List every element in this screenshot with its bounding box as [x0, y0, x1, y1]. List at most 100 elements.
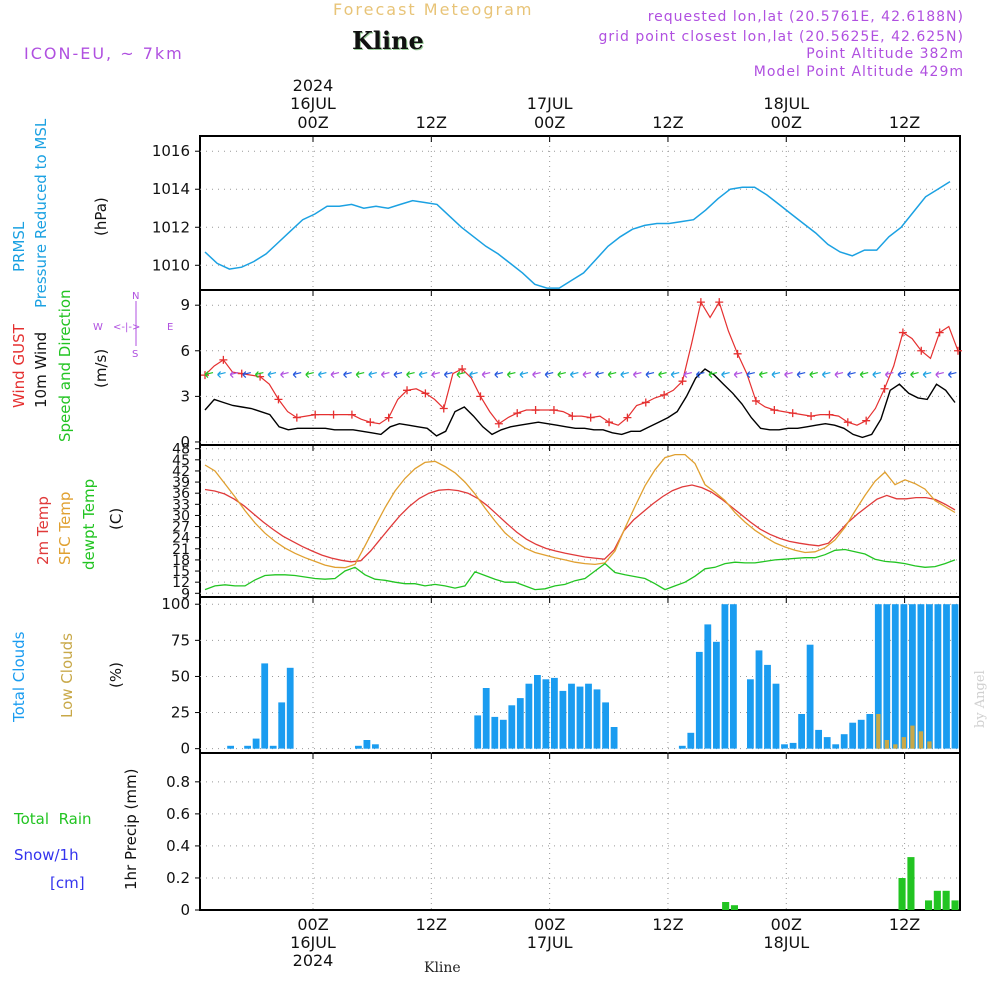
total-clouds-bar — [874, 604, 882, 749]
total-clouds-bar — [832, 744, 840, 749]
bottom-date-label: 17JUL — [527, 933, 573, 952]
bottom-year-label: 2024 — [293, 951, 334, 970]
compass-n: N — [132, 291, 139, 302]
rain-bar — [907, 857, 915, 910]
y-tick-label: 1014 — [152, 180, 190, 198]
gust-marker — [898, 328, 907, 337]
rain-label: Total Rain — [13, 810, 92, 828]
bottom-time-label: 00Z — [297, 915, 328, 934]
gust-marker — [586, 413, 595, 422]
gust-marker — [605, 418, 614, 427]
wind-direction-arrow — [481, 371, 491, 379]
y-tick-label: 3 — [180, 387, 190, 405]
wind-direction-arrow — [368, 371, 377, 379]
compass-w: W — [93, 322, 103, 333]
wind-direction-arrow — [607, 371, 617, 379]
gust-marker — [751, 396, 760, 405]
bottom-time-label: 12Z — [416, 915, 447, 934]
panel-frame-0 — [199, 135, 961, 291]
top-date-label: 18JUL — [763, 94, 809, 113]
wind-direction-arrow — [721, 371, 730, 379]
total-clouds-bar — [951, 604, 959, 749]
gust-marker — [439, 404, 448, 413]
wind-direction-arrow — [456, 371, 466, 379]
y-tick-label: 50 — [171, 667, 190, 685]
wind-direction-arrow — [746, 371, 755, 379]
y-tick-label: 36 — [172, 486, 190, 502]
total-clouds-bar — [695, 651, 703, 749]
wind-direction-arrow — [506, 371, 516, 379]
wind-direction-arrow — [469, 371, 478, 379]
wind-direction-arrow — [784, 371, 793, 379]
wind-direction-arrow — [821, 371, 831, 379]
rain-bar — [933, 890, 941, 910]
y-tick-label: 12 — [172, 575, 190, 591]
compass-arrows: <-|-> — [113, 322, 140, 333]
low-clouds-bar — [901, 737, 906, 749]
total-clouds-bar — [704, 624, 712, 749]
total-clouds-bar — [866, 714, 874, 749]
wind-direction-arrow — [317, 371, 327, 379]
low-clouds-label: Low Clouds — [58, 633, 76, 718]
total-clouds-bar — [508, 705, 516, 749]
y-tick-label: 30 — [172, 508, 190, 524]
total-clouds-bar — [721, 604, 729, 749]
total-clouds-bar — [764, 664, 771, 749]
gust-marker — [476, 392, 485, 401]
wind-direction-arrow — [695, 371, 705, 379]
gust-label: Wind GUST — [10, 323, 28, 408]
bottom-time-label: 12Z — [652, 915, 683, 934]
wind-direction-arrow — [796, 371, 806, 379]
y-tick-label: 33 — [172, 497, 190, 513]
top-time-label: 12Z — [416, 113, 447, 132]
total-clouds-bar — [823, 737, 831, 749]
wind-direction-arrow — [569, 371, 579, 379]
y-tick-label: 0.4 — [166, 837, 190, 855]
dew-label: dewpt Temp — [80, 479, 98, 570]
total-clouds-bar — [857, 719, 865, 749]
wind-direction-arrow — [834, 371, 844, 379]
total-clouds-bar — [474, 715, 482, 749]
gust-marker — [788, 409, 797, 418]
rain-bar — [951, 900, 959, 910]
rain-bar — [898, 878, 906, 910]
wind-direction-arrow — [632, 371, 642, 379]
total-clouds-bar — [585, 683, 592, 749]
total-clouds-bar — [491, 716, 499, 749]
total-clouds-bar — [713, 641, 720, 749]
wind-direction-arrow — [254, 371, 264, 379]
sfc-temp-line — [204, 453, 956, 569]
gust-marker — [568, 412, 577, 421]
model-label: ICON-EU, ~ 7km — [24, 44, 184, 63]
total-clouds-bar — [610, 727, 618, 749]
wind-direction-arrow — [280, 371, 289, 379]
clouds-unit: (%) — [107, 662, 125, 688]
total-clouds-bar — [499, 719, 507, 749]
y-tick-label: 24 — [172, 531, 190, 547]
wind-direction-arrow — [532, 371, 541, 379]
pressure-label-2: Pressure Reduced to MSL — [32, 118, 50, 308]
snow-unit: [cm] — [50, 874, 85, 892]
wind-direction-arrow — [658, 371, 667, 379]
total-clouds-bar — [252, 738, 260, 749]
wind-direction-arrow — [380, 371, 390, 379]
wind-direction-arrow — [872, 371, 881, 379]
wind-direction-arrow — [582, 371, 592, 379]
wind-direction-arrow — [305, 371, 314, 379]
total-clouds-bar — [534, 675, 541, 749]
total-clouds-bar — [806, 644, 814, 749]
wind-unit: (m/s) — [92, 349, 110, 388]
y-tick-label: 0 — [180, 740, 190, 758]
gridpoint-coords: grid point closest lon,lat (20.5625E, 42… — [598, 29, 964, 45]
y-tick-label: 0.6 — [166, 805, 190, 823]
y-tick-label: 0 — [180, 901, 190, 919]
wind-direction-arrow — [683, 371, 692, 379]
gust-line — [204, 300, 959, 426]
sfc-label: SFC Temp — [56, 492, 74, 565]
y-tick-label: 39 — [172, 475, 190, 491]
bottom-time-label: 00Z — [534, 915, 565, 934]
precip-axis-label: 1hr Precip (mm) — [122, 769, 140, 890]
total-clouds-bar — [891, 604, 899, 749]
top-year-label: 2024 — [293, 76, 334, 95]
